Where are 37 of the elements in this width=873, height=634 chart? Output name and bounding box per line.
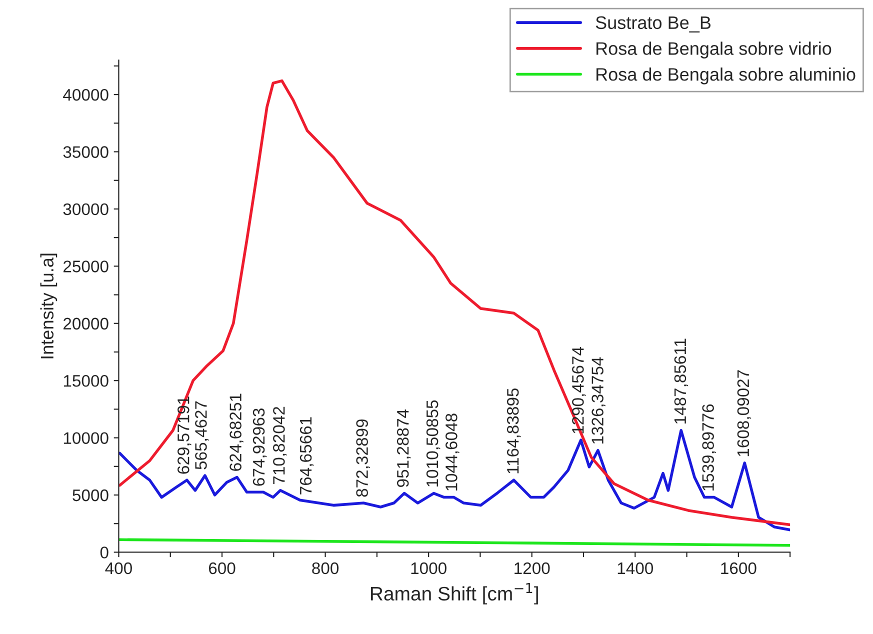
y-tick-label: 20000 xyxy=(64,318,108,330)
y-tick-label: 10000 xyxy=(64,432,108,444)
y-axis-title: Intensity [u.a] xyxy=(40,254,58,358)
x-tick-label: 1400 xyxy=(618,562,654,574)
annotation: 1010,50855 xyxy=(426,400,440,486)
annotation: 674,92963 xyxy=(252,408,267,486)
legend-label: Sustrato Be_B xyxy=(596,16,711,32)
y-tick-label: 0 xyxy=(100,546,108,558)
y-tick-label: 15000 xyxy=(64,374,108,387)
y-tick-label: 40000 xyxy=(63,88,108,101)
annotation: 1290,45674 xyxy=(572,346,586,434)
annotation: 1326,34754 xyxy=(592,357,606,444)
x-tick-label: 1600 xyxy=(721,562,756,574)
legend-label: Rosa de Bengala sobre aluminio xyxy=(596,68,856,84)
x-tick-label: 1200 xyxy=(514,562,550,574)
x-tick-label: 600 xyxy=(208,562,236,574)
x-axis-title: Raman Shift [cm$^{−1}$] xyxy=(371,583,538,604)
annotation: 1487,85611 xyxy=(674,338,688,424)
x-tick-label: 400 xyxy=(105,562,132,574)
y-tick-label: 30000 xyxy=(63,203,108,216)
annotation: 1044,6048 xyxy=(446,414,460,490)
y-tick-label: 25000 xyxy=(64,260,108,272)
x-tick-label: 800 xyxy=(312,562,339,574)
annotation: 1164,83895 xyxy=(506,388,521,474)
legend-label: Rosa de Bengala sobre vidrio xyxy=(596,42,832,58)
annotation: 629,57191 xyxy=(178,396,192,474)
annotation: 1608,09027 xyxy=(737,370,752,456)
annotation: 951,28874 xyxy=(396,409,411,487)
y-tick-label: 35000 xyxy=(63,146,108,158)
annotation: 710,82042 xyxy=(273,406,287,484)
annotation: 872,32899 xyxy=(356,419,370,497)
y-tick-label: 5000 xyxy=(72,489,108,502)
annotation: 764,65661 xyxy=(300,417,314,494)
annotation: 624,68251 xyxy=(230,394,244,471)
annotation: 565,4627 xyxy=(195,401,209,470)
annotation: 1539,89776 xyxy=(702,404,716,490)
x-tick-label: 1000 xyxy=(411,562,446,574)
